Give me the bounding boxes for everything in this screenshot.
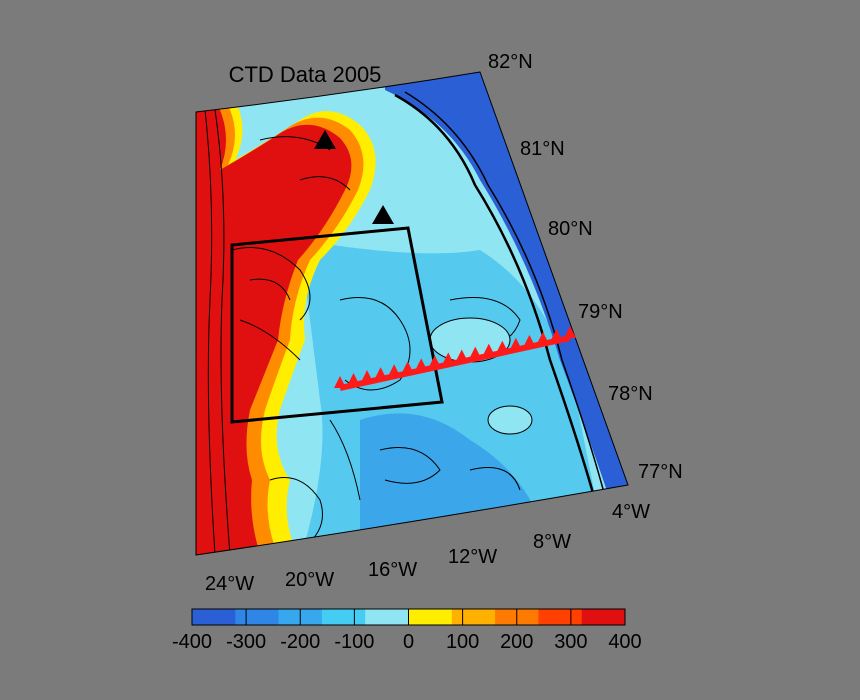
shelf-break-contour — [394, 93, 597, 501]
lon-label-24: 24°W — [205, 573, 254, 595]
lat-label-80: 80°N — [548, 218, 593, 240]
transect-station — [536, 331, 549, 344]
lon-label-20: 20°W — [285, 569, 334, 591]
colorbar-tick-label: -200 — [280, 631, 320, 653]
lat-label-78: 78°N — [608, 383, 653, 405]
transect-station — [388, 364, 401, 377]
colorbar-segment — [192, 609, 236, 625]
lat-label-81: 81°N — [520, 138, 565, 160]
lon-label-8: 8°W — [533, 531, 571, 553]
colorbar-segment — [321, 609, 366, 625]
colorbar-segment — [408, 609, 453, 625]
map-frame — [195, 71, 629, 556]
colorbar-tick-label: 0 — [403, 631, 414, 653]
transect-station — [428, 355, 441, 368]
slope-contour — [404, 91, 607, 501]
station-marker-1 — [314, 130, 336, 149]
transect-station — [564, 326, 576, 338]
colorbar-tick-label: 400 — [608, 631, 641, 653]
transect-station — [455, 349, 468, 362]
transect-station — [482, 343, 495, 356]
colorbar-segment — [365, 609, 409, 625]
ocean-contours — [329, 297, 521, 501]
land-contours — [204, 109, 351, 555]
lat-label-82: 82°N — [488, 51, 533, 73]
colorbar-tick-label: -400 — [172, 631, 212, 653]
colorbar-segment — [581, 609, 626, 625]
lon-label-4: 4°W — [612, 501, 650, 523]
colorbar — [191, 609, 626, 625]
transect-station — [361, 370, 374, 383]
colorbar-segment — [451, 609, 496, 625]
bank-2 — [487, 405, 533, 435]
colorbar-tick-label: -100 — [334, 631, 374, 653]
transect-station — [469, 346, 482, 359]
colorbar-segment — [538, 609, 583, 625]
ice-sheet — [196, 100, 352, 555]
map-title: CTD Data 2005 — [229, 62, 382, 87]
colorbar-tick-label: 100 — [446, 631, 479, 653]
lon-label-12: 12°W — [448, 546, 497, 568]
transect-station — [442, 352, 455, 365]
transect-station — [374, 367, 387, 380]
colorbar-labels: -400 -300 -200 -100 0 100 200 300 400 — [172, 631, 642, 653]
transect-station — [550, 328, 563, 341]
colorbar-tick-label: 300 — [554, 631, 587, 653]
transect-station — [401, 361, 414, 374]
colorbar-tick-label: -300 — [226, 631, 266, 653]
colorbar-frame — [191, 608, 626, 626]
study-area-box — [230, 226, 444, 424]
transect-station — [334, 376, 346, 388]
transect-station — [509, 337, 522, 350]
station-marker-2 — [372, 205, 394, 224]
map-area — [196, 72, 628, 555]
lon-label-16: 16°W — [368, 559, 417, 581]
colorbar-tick-label: 200 — [500, 631, 533, 653]
transect-station — [415, 358, 428, 371]
colorbar-segment — [235, 609, 280, 625]
ctd-transect — [334, 326, 576, 391]
lat-label-79: 79°N — [578, 301, 623, 323]
lat-label-77: 77°N — [638, 461, 683, 483]
transect-station — [347, 373, 360, 386]
transect-station — [496, 340, 509, 353]
transect-station — [523, 334, 536, 347]
